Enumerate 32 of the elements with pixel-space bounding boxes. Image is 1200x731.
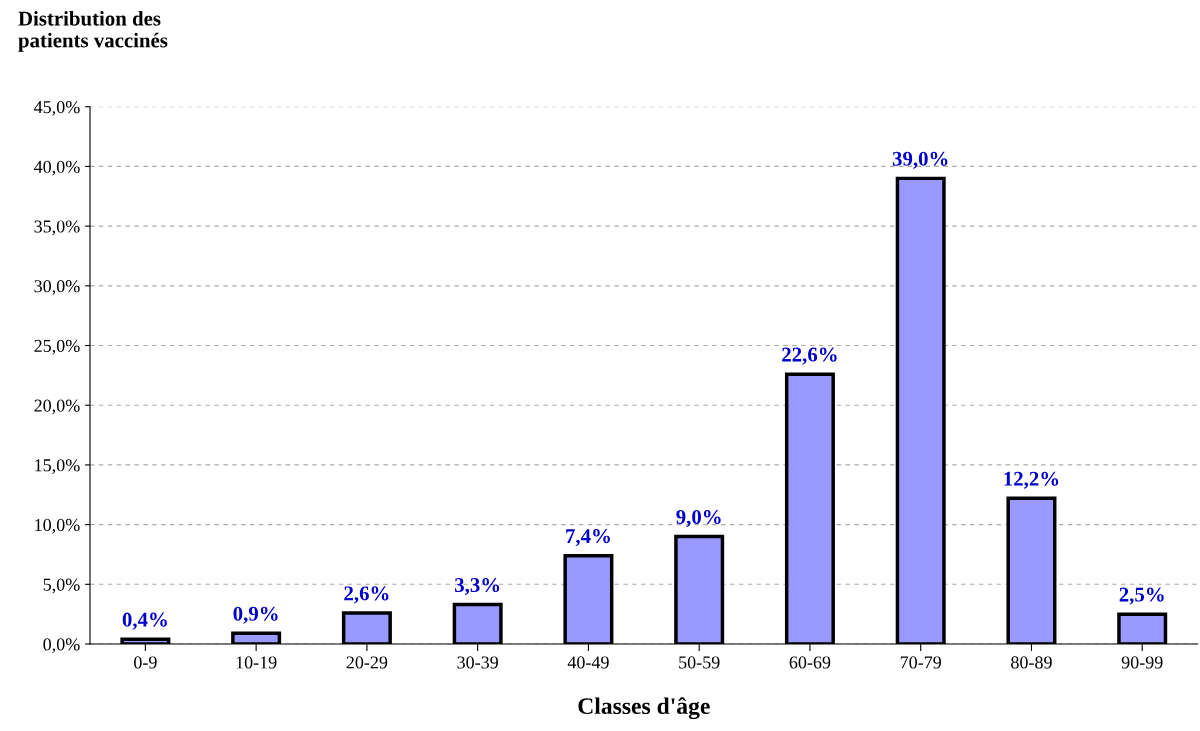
data-label: 12,2% xyxy=(1004,471,1059,489)
y-tick-label: 45,0% xyxy=(33,100,80,116)
x-tick-label: 20-29 xyxy=(346,656,388,669)
x-tick-label: 50-59 xyxy=(679,656,720,669)
x-tick-label: 80-89 xyxy=(1011,656,1052,669)
y-tick-label: 0,0% xyxy=(43,638,80,654)
y-tick-label: 30,0% xyxy=(34,280,80,295)
y-tick-label: 25,0% xyxy=(34,339,80,355)
x-tick-label: 90-99 xyxy=(1121,656,1163,669)
x-tick-label: 10-19 xyxy=(236,656,277,669)
x-tick-label: 0-9 xyxy=(134,656,157,669)
data-label: 39,0% xyxy=(892,151,948,169)
x-tick-label: 70-79 xyxy=(900,656,942,669)
data-label: 9,0% xyxy=(676,509,721,528)
chart-title: Distribution des patients vaccinés xyxy=(18,10,168,52)
data-label: 0,9% xyxy=(233,606,278,624)
y-tick-label: 40,0% xyxy=(33,160,80,176)
y-tick-label: 20,0% xyxy=(34,399,80,415)
x-axis-title: Classes d'âge xyxy=(578,697,710,720)
x-tick-label: 40-49 xyxy=(567,656,609,669)
x-tick-label: 30-39 xyxy=(457,656,498,669)
data-label: 2,5% xyxy=(1119,587,1164,605)
x-tick-label: 60-69 xyxy=(789,656,831,669)
data-label: 7,4% xyxy=(566,529,610,547)
y-tick-label: 15,0% xyxy=(35,459,80,474)
y-tick-label: 5,0% xyxy=(43,578,80,594)
data-label: 0,4% xyxy=(122,612,167,630)
data-label: 22,6% xyxy=(782,347,837,365)
y-tick-label: 10,0% xyxy=(35,518,80,534)
data-label: 3,3% xyxy=(455,577,500,596)
y-tick-label: 35,0% xyxy=(34,220,80,236)
data-label: 2,6% xyxy=(344,586,389,604)
